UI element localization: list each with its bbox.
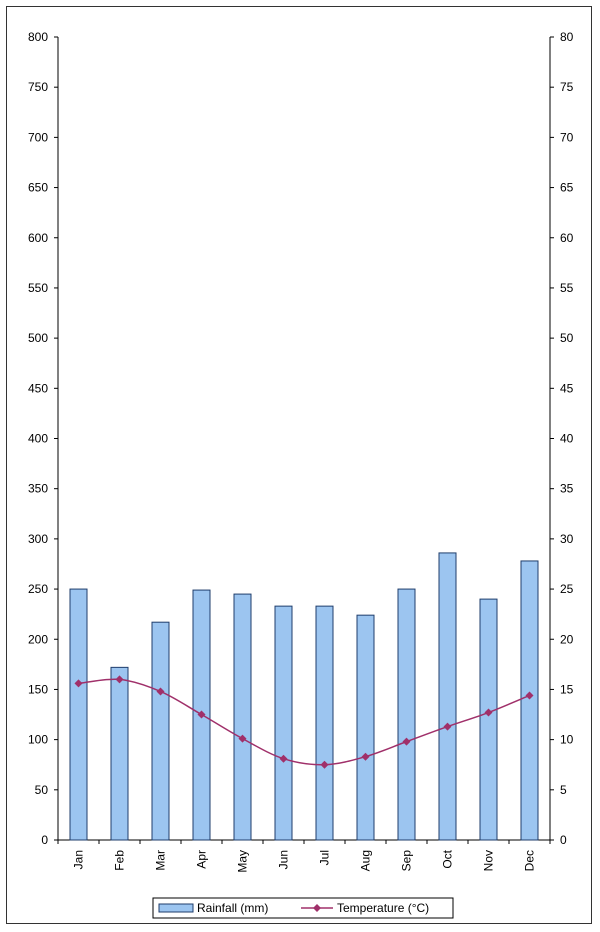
- right-tick-label: 5: [560, 783, 567, 797]
- legend-rainfall-swatch: [158, 903, 194, 913]
- axes: 0501001502002503003504004505005506006507…: [28, 30, 574, 873]
- left-tick-label: 200: [28, 632, 48, 646]
- right-tick-label: 15: [560, 682, 574, 696]
- left-tick-label: 650: [28, 181, 48, 195]
- x-tick-label: Apr: [195, 850, 209, 869]
- rainfall-bar-nov: [479, 598, 498, 841]
- rainfall-bar-jun: [274, 605, 293, 841]
- rainfall-bar-jul: [315, 605, 334, 841]
- x-tick-label: Feb: [113, 850, 127, 871]
- left-tick-label: 350: [28, 482, 48, 496]
- temperature-point-aug: [361, 752, 370, 761]
- right-tick-label: 65: [560, 181, 574, 195]
- left-tick-label: 250: [28, 582, 48, 596]
- rainfall-bar-mar: [151, 621, 170, 841]
- right-tick-label: 60: [560, 231, 574, 245]
- legend-rainfall-label: Rainfall (mm): [197, 901, 268, 915]
- left-tick-label: 450: [28, 381, 48, 395]
- left-tick-label: 600: [28, 231, 48, 245]
- temperature-point-sep: [402, 737, 411, 746]
- temperature-point-oct: [443, 722, 452, 731]
- legend-temperature-label: Temperature (°C): [337, 901, 429, 915]
- right-tick-label: 20: [560, 632, 574, 646]
- rainfall-bar-feb: [110, 666, 129, 841]
- right-tick-label: 35: [560, 482, 574, 496]
- x-tick-label: Sep: [400, 850, 414, 872]
- x-tick-label: May: [236, 850, 250, 873]
- temperature-point-mar: [156, 687, 165, 696]
- rainfall-bar-aug: [356, 614, 375, 841]
- x-tick-label: Jul: [318, 850, 332, 865]
- right-tick-label: 55: [560, 281, 574, 295]
- legend: Rainfall (mm) Temperature (°C): [152, 897, 454, 919]
- right-tick-label: 10: [560, 733, 574, 747]
- rainfall-bar-sep: [397, 588, 416, 841]
- left-tick-label: 700: [28, 130, 48, 144]
- rainfall-bar-jan: [69, 588, 88, 841]
- left-tick-label: 300: [28, 532, 48, 546]
- rainfall-bars: [69, 552, 539, 841]
- x-tick-label: Oct: [441, 849, 455, 868]
- temperature-point-jan: [74, 679, 83, 688]
- x-tick-label: Mar: [154, 850, 168, 871]
- left-tick-label: 800: [28, 30, 48, 44]
- temperature-point-nov: [484, 708, 493, 717]
- right-tick-label: 0: [560, 833, 567, 847]
- left-tick-label: 550: [28, 281, 48, 295]
- left-tick-label: 100: [28, 733, 48, 747]
- temperature-point-jul: [320, 760, 329, 769]
- left-tick-label: 400: [28, 432, 48, 446]
- temperature-line-path: [78, 678, 530, 766]
- right-tick-label: 80: [560, 30, 574, 44]
- left-tick-label: 500: [28, 331, 48, 345]
- x-tick-label: Dec: [523, 850, 537, 871]
- right-tick-label: 30: [560, 532, 574, 546]
- temperature-point-apr: [197, 710, 206, 719]
- temperature-point-dec: [525, 691, 534, 700]
- temperature-point-jun: [279, 754, 288, 763]
- right-tick-label: 25: [560, 582, 574, 596]
- left-tick-label: 0: [41, 833, 48, 847]
- rainfall-bar-dec: [520, 560, 539, 841]
- left-tick-label: 150: [28, 682, 48, 696]
- rainfall-bar-may: [233, 593, 252, 841]
- left-tick-label: 750: [28, 80, 48, 94]
- right-tick-label: 40: [560, 432, 574, 446]
- right-tick-label: 50: [560, 331, 574, 345]
- temperature-point-feb: [115, 675, 124, 684]
- right-tick-label: 45: [560, 381, 574, 395]
- x-tick-label: Aug: [359, 850, 373, 871]
- legend-temperature-marker: [313, 904, 321, 912]
- x-tick-label: Jun: [277, 850, 291, 869]
- temperature-point-may: [238, 734, 247, 743]
- temperature-line: [74, 675, 534, 769]
- left-tick-label: 50: [35, 783, 49, 797]
- x-tick-label: Nov: [482, 850, 496, 871]
- right-tick-label: 75: [560, 80, 574, 94]
- right-tick-label: 70: [560, 130, 574, 144]
- rainfall-bar-oct: [438, 552, 457, 841]
- x-tick-label: Jan: [72, 850, 86, 869]
